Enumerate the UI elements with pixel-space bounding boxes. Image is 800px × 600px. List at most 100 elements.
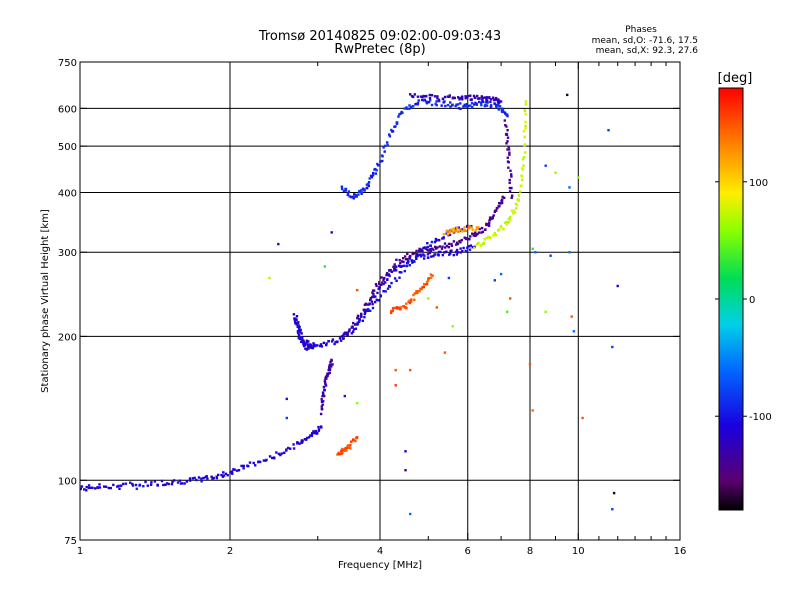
data-point bbox=[410, 105, 413, 109]
data-point bbox=[492, 234, 495, 237]
data-point bbox=[351, 325, 354, 328]
data-point bbox=[403, 269, 406, 273]
data-point bbox=[302, 339, 305, 343]
data-point bbox=[435, 100, 438, 103]
data-point bbox=[544, 164, 547, 167]
data-point bbox=[508, 151, 511, 154]
data-point bbox=[345, 449, 348, 452]
data-point bbox=[461, 95, 464, 98]
data-point bbox=[285, 448, 288, 451]
data-point bbox=[395, 279, 398, 282]
data-point bbox=[431, 274, 434, 277]
data-point bbox=[324, 382, 327, 386]
data-point bbox=[360, 192, 363, 195]
data-point bbox=[370, 176, 374, 179]
data-point bbox=[444, 104, 447, 108]
data-point bbox=[445, 250, 448, 253]
data-point bbox=[450, 242, 453, 246]
data-point bbox=[382, 146, 385, 149]
data-point bbox=[304, 347, 307, 350]
data-point bbox=[446, 95, 450, 98]
phases-heading: Phases bbox=[625, 25, 657, 35]
data-point bbox=[405, 302, 408, 305]
data-point bbox=[176, 481, 180, 484]
data-point bbox=[418, 247, 421, 251]
data-point bbox=[514, 207, 518, 210]
data-point bbox=[458, 98, 461, 101]
colorbar-tick-label: 100 bbox=[749, 178, 768, 189]
data-point bbox=[299, 335, 302, 339]
data-point bbox=[364, 309, 368, 313]
colorbar-tick-label: 0 bbox=[749, 295, 755, 306]
data-point bbox=[466, 237, 469, 240]
data-point bbox=[104, 485, 108, 488]
data-point bbox=[393, 263, 396, 266]
data-point bbox=[170, 483, 174, 486]
data-point bbox=[406, 259, 410, 262]
data-point bbox=[473, 103, 476, 106]
data-point bbox=[395, 269, 398, 272]
data-point bbox=[398, 113, 401, 116]
data-point bbox=[484, 103, 487, 107]
data-point bbox=[304, 342, 307, 346]
phases-o-stats: mean, sd,O: -71.6, 17.5 bbox=[592, 36, 698, 46]
data-point bbox=[146, 484, 149, 487]
data-point bbox=[229, 471, 232, 474]
data-point bbox=[425, 282, 429, 286]
data-point bbox=[522, 129, 526, 133]
data-point bbox=[464, 105, 467, 108]
data-point bbox=[434, 237, 438, 241]
data-point bbox=[394, 125, 397, 128]
data-point bbox=[449, 101, 452, 104]
data-point bbox=[200, 480, 203, 483]
data-point bbox=[295, 318, 298, 321]
data-point bbox=[549, 254, 552, 257]
data-point bbox=[478, 227, 481, 231]
data-point bbox=[96, 486, 99, 489]
data-point bbox=[371, 306, 375, 310]
data-point bbox=[323, 381, 327, 384]
data-point bbox=[423, 98, 426, 101]
data-point bbox=[306, 345, 310, 348]
data-point bbox=[348, 446, 351, 449]
data-point bbox=[390, 128, 393, 132]
data-point bbox=[392, 306, 396, 310]
data-point bbox=[514, 202, 518, 206]
data-point bbox=[449, 230, 452, 233]
data-point bbox=[322, 400, 325, 403]
data-point bbox=[316, 344, 319, 347]
data-point bbox=[495, 105, 498, 109]
data-point bbox=[129, 481, 132, 484]
data-point bbox=[395, 122, 399, 125]
data-point bbox=[463, 228, 466, 232]
data-point bbox=[434, 245, 437, 249]
data-point bbox=[378, 282, 381, 285]
data-point bbox=[422, 257, 426, 260]
data-point bbox=[483, 96, 486, 99]
data-point bbox=[363, 189, 366, 192]
data-point bbox=[390, 270, 393, 273]
data-point bbox=[409, 93, 412, 96]
data-point bbox=[434, 239, 437, 242]
data-point bbox=[352, 321, 355, 325]
data-point bbox=[235, 469, 239, 472]
data-point bbox=[433, 253, 436, 256]
data-point bbox=[478, 100, 481, 104]
data-point bbox=[449, 105, 452, 108]
data-point bbox=[382, 277, 386, 280]
data-point bbox=[271, 456, 274, 460]
data-point bbox=[375, 284, 378, 288]
data-point bbox=[320, 398, 323, 401]
data-point bbox=[466, 246, 469, 249]
data-point bbox=[387, 273, 390, 276]
data-point bbox=[297, 321, 300, 324]
data-point bbox=[497, 99, 501, 103]
data-point bbox=[495, 98, 498, 101]
data-point bbox=[247, 465, 250, 468]
data-point bbox=[459, 247, 462, 250]
data-point bbox=[353, 195, 356, 199]
data-point bbox=[507, 148, 511, 151]
data-point bbox=[319, 343, 323, 346]
data-point bbox=[232, 468, 235, 471]
data-point bbox=[437, 98, 441, 101]
